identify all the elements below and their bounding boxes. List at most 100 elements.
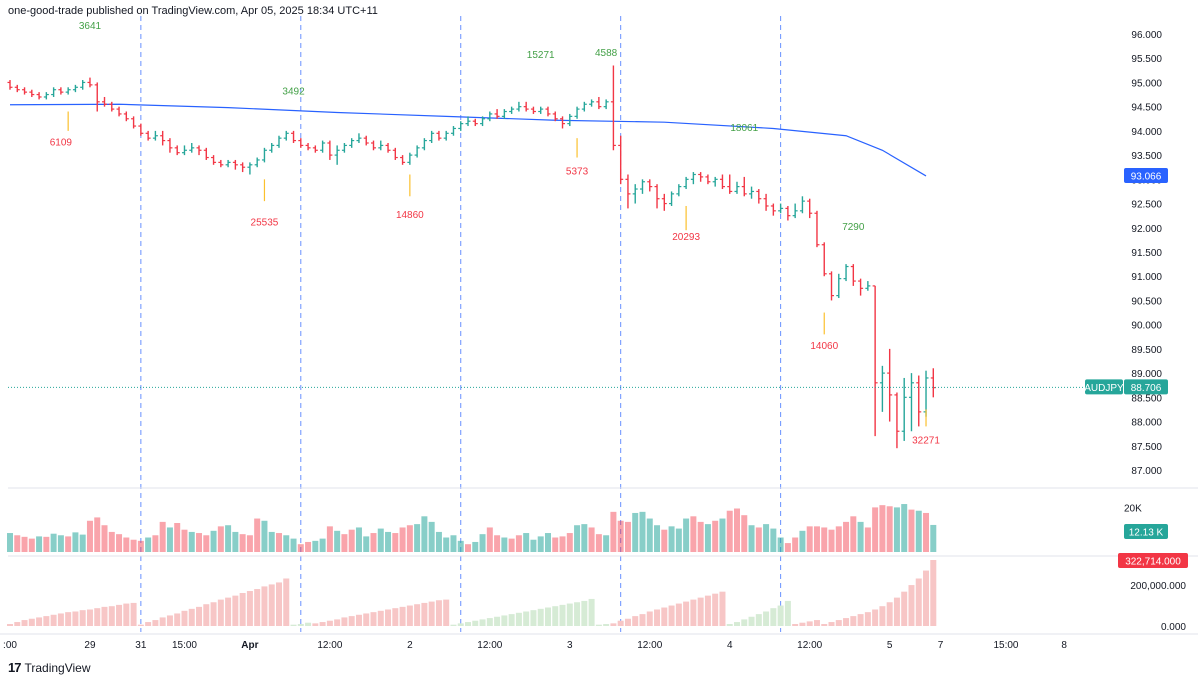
cumulative-bar	[792, 624, 799, 626]
cumulative-bar	[116, 604, 123, 626]
volume-bar	[94, 517, 101, 552]
time-tick-label: 12:00	[637, 640, 662, 651]
cumulative-bar	[341, 617, 348, 626]
volume-bar	[828, 529, 835, 552]
cumulative-bar	[915, 578, 922, 626]
volume-bar	[290, 538, 297, 552]
volume-bar	[639, 511, 646, 552]
cumulative-bar	[312, 623, 319, 626]
volume-bar	[537, 536, 544, 552]
cumulative-bar	[872, 609, 879, 626]
cumulative-bar	[908, 585, 915, 626]
volume-bar	[494, 535, 501, 552]
cumulative-bar	[559, 604, 566, 626]
cumulative-bar	[217, 599, 224, 626]
cumulative-bar	[414, 604, 421, 626]
time-tick-label: 31	[135, 640, 147, 651]
cumulative-bar	[581, 600, 588, 626]
volume-bar	[915, 510, 922, 552]
volume-bar	[254, 518, 261, 552]
volume-bar	[261, 520, 268, 552]
volume-bar	[50, 533, 57, 552]
volume-bar	[588, 527, 595, 552]
volume-annotation-label: 14060	[810, 341, 838, 352]
volume-bar	[457, 540, 464, 552]
volume-bar	[428, 521, 435, 552]
cumulative-bar	[399, 606, 406, 626]
cumulative-bar	[690, 599, 697, 626]
volume-bar	[544, 533, 551, 552]
cumulative-bar	[813, 620, 820, 626]
volume-bar	[712, 520, 719, 552]
volume-bar	[646, 518, 653, 552]
cumulative-bar	[123, 603, 130, 626]
volume-bar	[348, 529, 355, 552]
cumulative-bar	[886, 602, 893, 626]
volume-bar	[610, 511, 617, 552]
volume-bar	[566, 533, 573, 552]
volume-bar	[181, 529, 188, 552]
cumulative-bar	[857, 614, 864, 626]
cumulative-bar	[741, 619, 748, 626]
volume-bar	[792, 537, 799, 552]
time-tick-label: :00	[3, 640, 17, 651]
volume-bar	[370, 533, 377, 552]
volume-bar	[784, 543, 791, 552]
volume-bar	[632, 512, 639, 552]
time-tick-label: Apr	[241, 640, 258, 651]
cumulative-bar	[719, 591, 726, 626]
price-tick-label: 88.000	[1131, 418, 1162, 429]
price-tick-label: 87.000	[1131, 466, 1162, 477]
cumulative-bar	[806, 621, 813, 626]
volume-bar	[886, 506, 893, 552]
price-tick-label: 91.000	[1131, 272, 1162, 283]
cumulative-bar	[697, 597, 704, 626]
cumulative-bar	[537, 608, 544, 626]
volume-bar	[668, 526, 675, 552]
cumulative-bar	[275, 582, 282, 626]
time-tick-label: 12:00	[317, 640, 342, 651]
cumulative-bar	[385, 609, 392, 626]
volume-bar	[508, 538, 515, 552]
cumulative-bar	[406, 605, 413, 626]
volume-annotations: 3641 6109 3492 25535 14860 15271 4588 5373 20293…	[50, 21, 941, 446]
ma-value-label: 93.066	[1131, 171, 1162, 182]
price-tick-label: 92.500	[1131, 200, 1162, 211]
cumulative-bar	[145, 622, 152, 626]
price-tick-label: 89.000	[1131, 369, 1162, 380]
volume-annotation-label: 3641	[79, 21, 102, 32]
volume-bar	[275, 533, 282, 552]
cumulative-bar	[421, 602, 428, 626]
cumulative-bar	[203, 604, 210, 626]
price-tick-label: 95.000	[1131, 78, 1162, 89]
volume-bar	[363, 536, 370, 552]
volume-annotation-label: 25535	[251, 217, 279, 228]
volume-bar	[166, 527, 173, 552]
cumulative-bar	[821, 624, 828, 626]
cumulative-bar	[261, 586, 268, 626]
ma-line	[9, 103, 927, 177]
cumulative-bar	[668, 605, 675, 626]
volume-annotation-label: 3492	[282, 87, 305, 98]
cumulative-bar	[43, 616, 50, 626]
volume-bar	[857, 521, 864, 552]
time-tick-label: 12:00	[477, 640, 502, 651]
volume-bar	[501, 537, 508, 552]
price-tick-label: 94.500	[1131, 103, 1162, 114]
volume-bar	[748, 525, 755, 552]
tradingview-footer[interactable]: 17 TradingView	[8, 660, 91, 675]
volume-bar	[465, 544, 472, 552]
cumulative-bar	[137, 624, 144, 626]
cumulative-bar	[523, 611, 530, 626]
cumulative-bar	[108, 606, 115, 626]
symbol-badge[interactable]	[1085, 379, 1123, 395]
volume-bar	[246, 535, 253, 552]
cumulative-bar	[784, 600, 791, 626]
cumulative-bar	[566, 603, 573, 626]
volume-bar	[225, 525, 232, 552]
cumulative-bar	[319, 622, 326, 626]
cumulative-bar	[646, 611, 653, 626]
volume-bar	[268, 531, 275, 552]
volume-bar	[624, 521, 631, 552]
